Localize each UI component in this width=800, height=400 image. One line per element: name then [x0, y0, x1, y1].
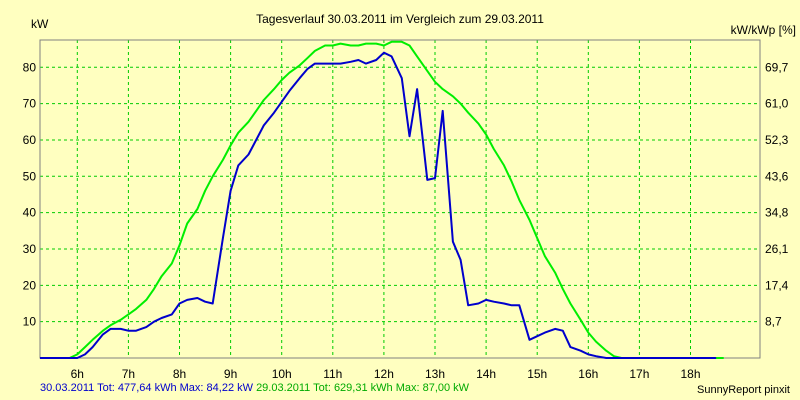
y-tick-label-left: 80 [23, 60, 37, 74]
x-tick-label: 14h [476, 367, 496, 381]
x-tick-label: 11h [323, 367, 342, 381]
y-tick-label-left: 30 [23, 242, 37, 256]
x-tick-label: 9h [224, 367, 237, 381]
y-tick-label-right: 26,1 [765, 242, 789, 256]
grid [40, 40, 760, 358]
x-tick-label: 17h [629, 367, 649, 381]
y-tick-label-right: 8,7 [765, 315, 782, 329]
chart-title: Tagesverlauf 30.03.2011 im Vergleich zum… [256, 12, 544, 26]
y-tick-label-left: 20 [23, 278, 37, 292]
y-tick-label-right: 61,0 [765, 97, 789, 111]
legend-series-1: 30.03.2011 Tot: 477,64 kWh Max: 84,22 kW [40, 382, 253, 394]
x-tick-label: 10h [272, 367, 292, 381]
x-tick-label: 16h [578, 367, 598, 381]
x-tick-label: 8h [173, 367, 186, 381]
x-tick-label: 7h [122, 367, 135, 381]
y-tick-label-right: 17,4 [765, 278, 789, 292]
series-line-29-03 [40, 40, 724, 359]
y-tick-label-right: 52,3 [765, 133, 789, 147]
x-tick-label: 18h [680, 367, 700, 381]
y-axis-left-label: kW [31, 17, 49, 31]
x-tick-label: 13h [425, 367, 445, 381]
series-line-30-03 [40, 51, 717, 359]
y-tick-label-right: 34,8 [765, 206, 789, 220]
series-group [40, 40, 724, 359]
x-tick-label: 15h [527, 367, 547, 381]
x-tick-label: 12h [374, 367, 394, 381]
y-tick-label-left: 40 [23, 206, 37, 220]
y-tick-label-left: 10 [23, 315, 37, 329]
x-tick-label: 6h [71, 367, 84, 381]
y-tick-label-left: 60 [23, 133, 37, 147]
y-tick-label-left: 50 [23, 169, 37, 183]
y-tick-label-right: 69,7 [765, 60, 789, 74]
y-tick-label-right: 43,6 [765, 169, 789, 183]
y-tick-label-left: 70 [23, 97, 37, 111]
footer-legend: 30.03.2011 Tot: 477,64 kWh Max: 84,22 kW… [40, 382, 469, 394]
y-axis-right-label: kW/kWp [%] [731, 23, 796, 37]
legend-series-2: 29.03.2011 Tot: 629,31 kWh Max: 87,00 kW [256, 382, 470, 394]
axis-labels: 6h 7h 8h 9h 10h 11h 12h 13h 14h 15h 16h 17h 18h 10 8,7… [23, 60, 789, 381]
credit-text: SunnyReport pinxit [697, 384, 790, 396]
plot-area-frame [39, 39, 761, 359]
